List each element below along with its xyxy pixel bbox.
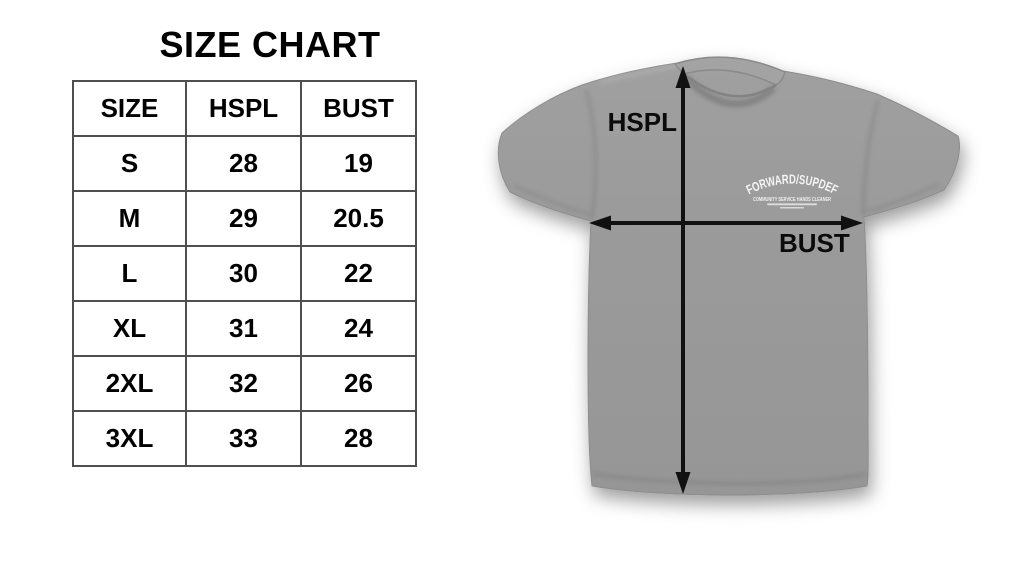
hspl-arrowhead-bottom <box>675 472 691 494</box>
hspl-cell: 32 <box>185 355 302 412</box>
bust-cell: 20.5 <box>300 190 417 247</box>
bust-cell: 28 <box>300 410 417 467</box>
column-header-size: SIZE <box>72 80 187 137</box>
bust-cell: 26 <box>300 355 417 412</box>
hspl-cell: 33 <box>185 410 302 467</box>
table-header-row: SIZE HSPL BUST <box>72 80 417 137</box>
hspl-label: HSPL <box>608 107 677 137</box>
bust-cell: 19 <box>300 135 417 192</box>
size-cell: S <box>72 135 187 192</box>
right-sleeve-hem <box>865 182 941 214</box>
size-cell: 2XL <box>72 355 187 412</box>
table-row: M 29 20.5 <box>72 190 417 247</box>
tshirt-graphic <box>497 56 960 496</box>
size-cell: 3XL <box>72 410 187 467</box>
collar-inner-shadow <box>683 75 777 108</box>
size-cell: L <box>72 245 187 302</box>
logo-tagline-text: COMMUNITY SERVICE HANDS CLEANER <box>753 197 831 203</box>
hspl-cell: 29 <box>185 190 302 247</box>
size-cell: M <box>72 190 187 247</box>
table-row: 2XL 32 26 <box>72 355 417 412</box>
bust-arrowhead-right <box>841 215 863 231</box>
hspl-cell: 31 <box>185 300 302 357</box>
hspl-cell: 30 <box>185 245 302 302</box>
right-armhole-seam <box>861 99 880 217</box>
table-row: XL 31 24 <box>72 300 417 357</box>
bust-cell: 22 <box>300 245 417 302</box>
bust-cell: 24 <box>300 300 417 357</box>
hspl-cell: 28 <box>185 135 302 192</box>
hspl-arrowhead-top <box>675 66 691 88</box>
collar-inner-line <box>683 73 777 98</box>
shoulder-shading <box>599 64 678 84</box>
column-header-hspl: HSPL <box>185 80 302 137</box>
size-table: SIZE HSPL BUST S 28 19 M 29 20.5 L 30 22 <box>72 80 417 467</box>
tshirt-body <box>497 56 960 496</box>
bust-arrowhead-left <box>589 215 611 231</box>
bust-label: BUST <box>779 228 850 258</box>
tshirt-measurement-diagram: FORWARD/SUPDEF COMMUNITY SERVICE HANDS C… <box>470 30 990 530</box>
bottom-hem-fold <box>592 472 867 485</box>
size-cell: XL <box>72 300 187 357</box>
table-row: L 30 22 <box>72 245 417 302</box>
logo-fineprint-line <box>767 203 817 206</box>
logo-fineprint-line <box>780 207 804 209</box>
table-row: S 28 19 <box>72 135 417 192</box>
page-title: SIZE CHART <box>159 24 381 65</box>
column-header-bust: BUST <box>300 80 417 137</box>
table-row: 3XL 33 28 <box>72 410 417 467</box>
left-sleeve-hem <box>513 184 591 217</box>
left-armhole-seam <box>584 89 598 220</box>
measurement-arrows <box>589 66 863 494</box>
